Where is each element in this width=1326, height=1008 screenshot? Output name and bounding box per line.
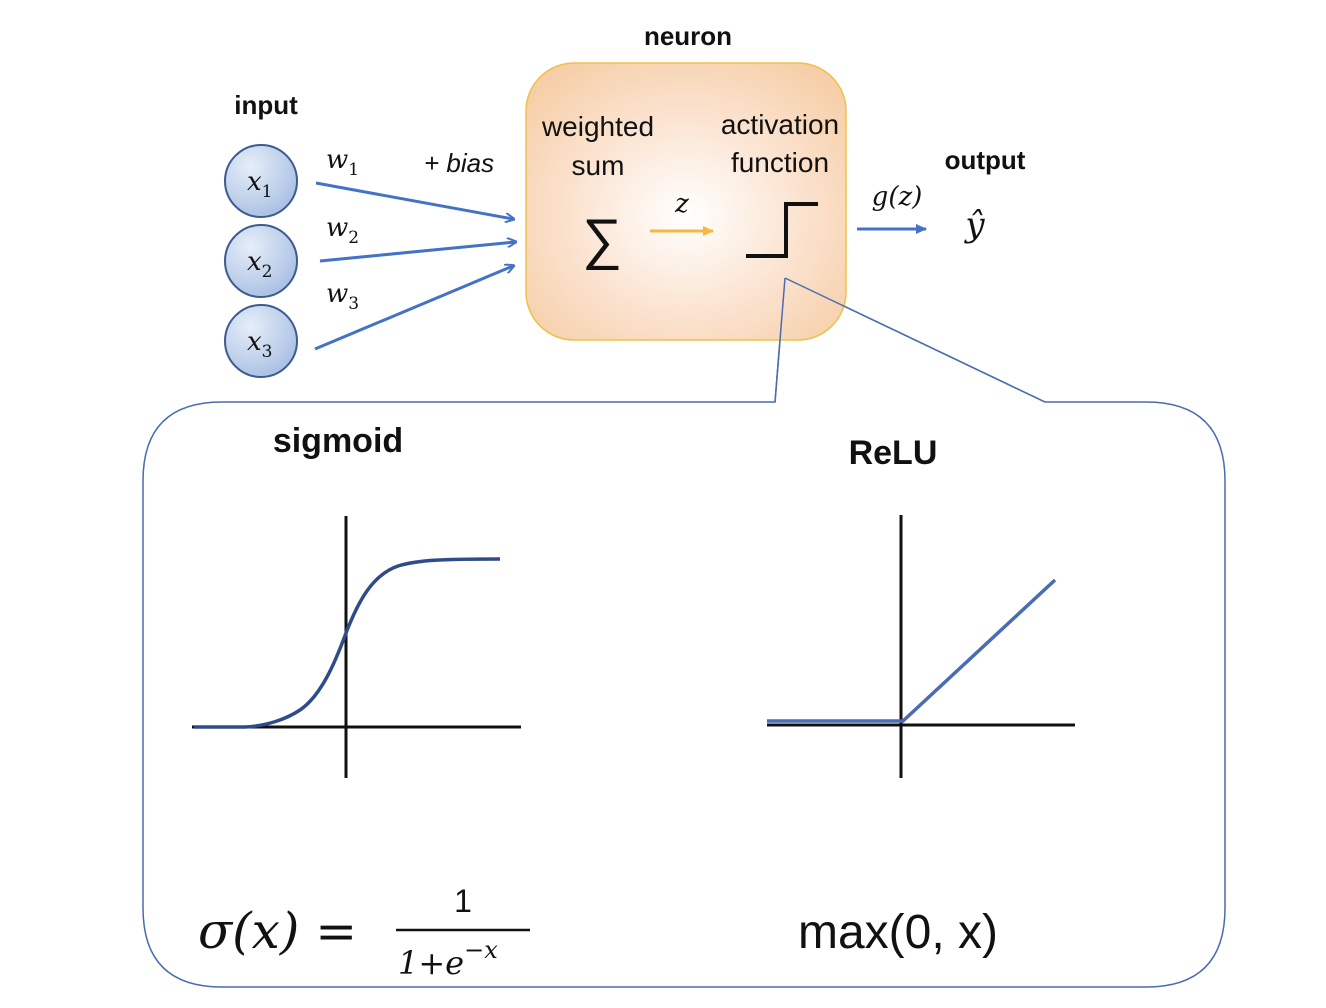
svg-text:x3: x3 [247,327,273,362]
sigmoid-title: sigmoid [273,422,403,460]
gz-label: g(z) [872,182,923,212]
input-sub: 3 [262,342,273,362]
relu-line [767,578,1057,723]
weighted-sum-label-line2: sum [572,150,625,181]
activation-callout [142,276,1226,988]
neuron-box [525,62,847,341]
input-node-2: x2 [224,224,298,298]
sum-icon: ∑ [582,207,622,270]
weight-label-2: w2 [326,213,359,248]
input-sub: 1 [262,182,273,202]
neuron-title: neuron [644,21,732,51]
weight-arrow-1 [315,181,513,219]
sigmoid-formula-exponent: −x [464,936,498,964]
bias-label: + bias [424,148,494,178]
sigmoid-formula: σ(x) = 1 1+e−x [198,883,530,982]
callout-pointer-left [774,277,786,403]
input-var: x [247,327,262,357]
weight-label-1: w1 [326,145,359,180]
svg-text:1+e−x: 1+e−x [398,936,498,982]
y-hat-label: ŷ [963,205,985,245]
relu-title: ReLU [849,434,938,472]
weight-label-3: w3 [326,279,359,314]
step-function-icon [746,202,818,258]
input-var: x [247,247,262,277]
input-node-1: x1 [224,144,298,218]
svg-text:x2: x2 [247,247,273,282]
sigmoid-formula-denominator: 1+e [398,944,464,982]
sigmoid-formula-numerator: 1 [454,883,472,919]
input-title: input [234,90,298,120]
relu-formula: max(0, x) [798,906,998,959]
input-node-3: x3 [224,304,298,378]
weight-arrow-2 [319,242,515,263]
output-title: output [945,145,1026,175]
sigmoid-curve [194,557,501,729]
weighted-sum-label-line1: weighted [541,111,654,142]
svg-text:x1: x1 [247,167,273,202]
activation-label-line2: function [731,147,829,178]
sigmoid-formula-lhs: σ(x) = [198,902,357,960]
callout-pointer-right [784,277,1046,403]
weight-arrow-3 [314,266,513,351]
z-label: z [674,189,689,219]
activation-label-line1: activation [721,109,839,140]
input-sub: 2 [262,262,273,282]
input-var: x [247,167,262,197]
